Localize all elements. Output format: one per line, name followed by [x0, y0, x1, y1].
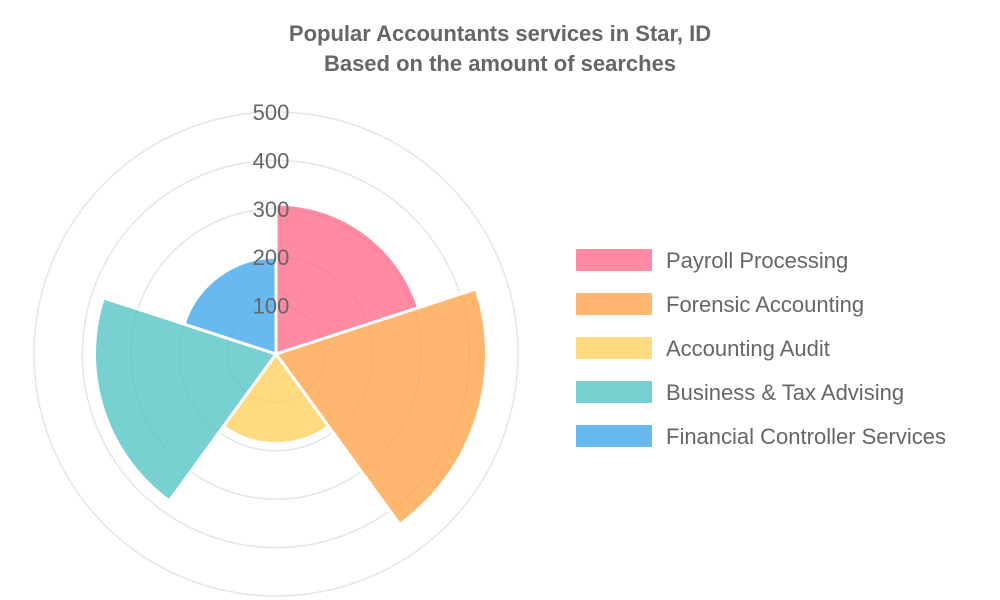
segment-payroll-processing[interactable]: [274, 202, 421, 357]
grid-ring-500: [33, 111, 519, 597]
tick-label-500: 500: [253, 100, 290, 125]
legend-label-accounting-audit[interactable]: Accounting Audit: [666, 336, 830, 361]
tick-label-200: 200: [253, 245, 290, 270]
legend-swatch-financial-controller-services[interactable]: [576, 425, 652, 447]
legend-label-financial-controller-services[interactable]: Financial Controller Services: [666, 424, 946, 449]
tick-label-300: 300: [253, 197, 290, 222]
segment-financial-controller-services[interactable]: [182, 255, 278, 357]
legend-swatch-accounting-audit[interactable]: [576, 337, 652, 359]
chart-subtitle: Based on the amount of searches: [323, 51, 677, 76]
segment-business-tax-advising[interactable]: [93, 296, 279, 503]
legend-swatch-payroll-processing[interactable]: [576, 249, 652, 271]
legend-swatch-forensic-accounting[interactable]: [576, 293, 652, 315]
legend-label-forensic-accounting[interactable]: Forensic Accounting: [666, 292, 864, 317]
tick-label-100: 100: [253, 294, 290, 319]
segment-accounting-audit[interactable]: [221, 351, 331, 445]
segment-forensic-accounting[interactable]: [273, 287, 488, 527]
legend-swatch-business-tax-advising[interactable]: [576, 381, 652, 403]
legend-label-business-tax-advising[interactable]: Business & Tax Advising: [666, 380, 904, 405]
radial-tick-labels: 100 200 300 400 500: [253, 100, 290, 319]
chart-segments: [93, 202, 488, 527]
chart-title: Popular Accountants services in Star, ID: [288, 21, 712, 46]
tick-label-400: 400: [253, 148, 290, 173]
legend-label-payroll-processing[interactable]: Payroll Processing: [666, 248, 848, 273]
chart-legend: Payroll Processing Forensic Accounting Acc…: [576, 248, 946, 449]
